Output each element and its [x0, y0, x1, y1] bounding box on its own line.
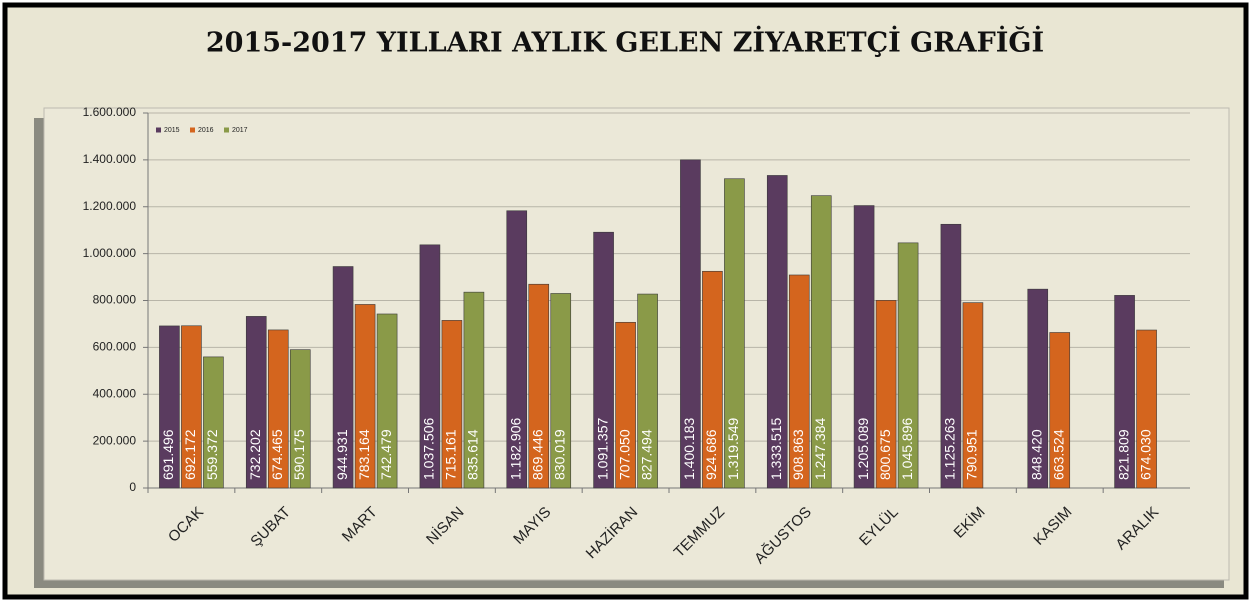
- y-tick-label: 400.000: [93, 386, 137, 400]
- bar: [245, 316, 267, 489]
- bar: [853, 205, 875, 489]
- bar: [463, 291, 485, 489]
- bar: [593, 231, 614, 489]
- bar: [1114, 295, 1135, 489]
- value-label: 1.037.506: [421, 418, 437, 480]
- bar: [419, 244, 441, 489]
- bar: [788, 274, 810, 489]
- value-label: 783.164: [356, 429, 372, 480]
- value-label: 924.686: [703, 429, 719, 480]
- value-label: 715.161: [443, 429, 459, 480]
- bar: [962, 302, 984, 489]
- bar: [528, 283, 550, 489]
- bar: [1136, 329, 1157, 489]
- legend-swatch: [156, 127, 161, 133]
- y-tick-label: 1.200.000: [83, 199, 137, 213]
- value-label: 663.524: [1050, 429, 1066, 480]
- y-tick-label: 600.000: [93, 340, 137, 354]
- legend-label: 2017: [232, 127, 248, 134]
- value-label: 674.465: [269, 429, 285, 480]
- value-label: 1.125.263: [942, 418, 958, 480]
- legend-swatch: [224, 127, 229, 133]
- value-label: 559.372: [204, 429, 220, 480]
- value-label: 707.050: [616, 429, 632, 480]
- bar: [550, 293, 572, 489]
- bar: [810, 195, 832, 489]
- y-tick-label: 800.000: [93, 293, 137, 307]
- value-label: 674.030: [1137, 429, 1153, 480]
- bar: [203, 356, 224, 489]
- legend-label: 2015: [164, 127, 180, 134]
- bar: [897, 242, 919, 489]
- bar: [441, 320, 463, 489]
- value-label: 827.494: [638, 429, 654, 480]
- y-tick-label: 1.400.000: [83, 152, 137, 166]
- value-label: 1.247.384: [812, 418, 828, 480]
- bar: [1049, 332, 1071, 489]
- bar: [702, 270, 723, 489]
- y-tick-label: 1.600.000: [83, 105, 137, 119]
- value-label: 800.675: [877, 429, 893, 480]
- y-tick-label: 1.000.000: [83, 246, 137, 260]
- value-label: 1.333.515: [768, 418, 784, 480]
- bar: [376, 313, 398, 489]
- bar: [637, 293, 658, 489]
- bar: [159, 325, 180, 489]
- value-label: 1.319.549: [725, 418, 741, 480]
- legend-swatch: [190, 127, 195, 133]
- bar: [354, 304, 376, 489]
- value-label: 790.951: [964, 429, 980, 480]
- value-label: 908.863: [790, 429, 806, 480]
- y-tick-label: 0: [129, 480, 136, 494]
- value-label: 944.931: [334, 429, 350, 480]
- bar: [724, 178, 745, 489]
- value-label: 1.091.357: [594, 418, 610, 480]
- value-label: 848.420: [1028, 429, 1044, 480]
- y-tick-label: 200.000: [93, 433, 137, 447]
- value-label: 821.809: [1115, 429, 1131, 480]
- bar: [332, 266, 354, 489]
- value-label: 1.400.183: [681, 418, 697, 480]
- bar: [267, 329, 289, 489]
- value-label: 691.496: [160, 429, 176, 480]
- value-label: 1.182.906: [507, 418, 523, 480]
- value-label: 830.019: [551, 429, 567, 480]
- value-label: 869.446: [529, 429, 545, 480]
- bar: [615, 321, 636, 489]
- bar: [766, 175, 788, 489]
- value-label: 732.202: [247, 429, 263, 480]
- bar: [181, 325, 202, 489]
- value-label: 1.045.896: [899, 418, 915, 480]
- bar: [289, 349, 311, 489]
- value-label: 692.172: [182, 429, 198, 480]
- bar: [940, 223, 962, 489]
- value-label: 742.479: [378, 429, 394, 480]
- bar: [680, 159, 701, 489]
- value-label: 590.175: [291, 429, 307, 480]
- bar: [506, 210, 528, 489]
- bar: [875, 300, 897, 489]
- legend-label: 2016: [198, 127, 214, 134]
- value-label: 1.205.089: [855, 418, 871, 480]
- bar: [1027, 288, 1049, 489]
- value-label: 835.614: [465, 429, 481, 480]
- chart-title: 2015-2017 YILLARI AYLIK GELEN ZİYARETÇİ …: [206, 25, 1044, 59]
